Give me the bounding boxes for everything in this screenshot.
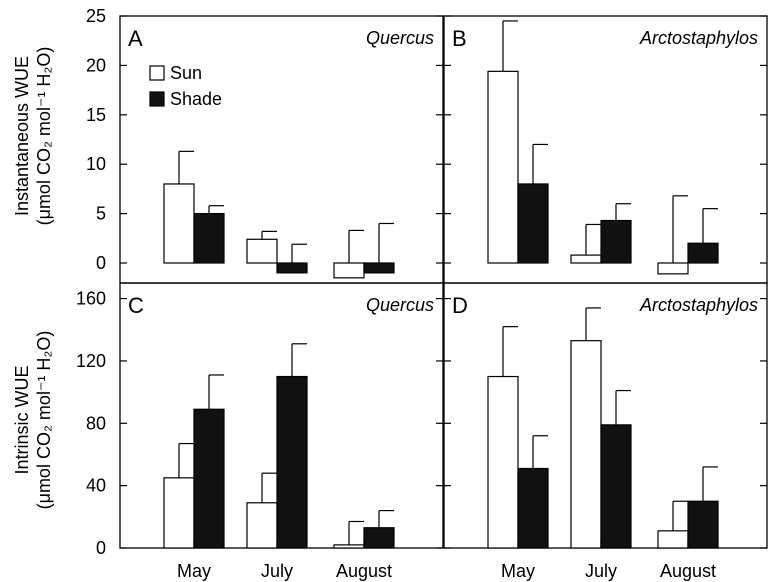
y-tick-label: 80 [86, 413, 106, 433]
legend: Sun Shade [149, 63, 222, 109]
x-tick-label: July [585, 561, 617, 581]
bar-sun-july [246, 502, 278, 549]
legend-label-sun: Sun [170, 63, 202, 83]
species-name: Arctostaphylos [639, 295, 758, 315]
legend-label-shade: Shade [170, 89, 222, 109]
y-tick-label: 0 [96, 538, 106, 558]
bar-sun-may [163, 477, 195, 549]
y-tick-label: 0 [96, 253, 106, 273]
bar-sun-may [487, 375, 519, 549]
x-tick-label: July [261, 561, 293, 581]
y-label-bottom-line2: (μmol CO₂ mol⁻¹ H₂O) [34, 331, 54, 510]
panel-letter: C [128, 293, 144, 318]
panel-letter: B [452, 26, 467, 51]
y-tick-label: 10 [86, 154, 106, 174]
bar-shade-july [276, 262, 308, 274]
bar-shade-august [363, 527, 395, 549]
bar-sun-august [657, 530, 689, 549]
bar-sun-july [570, 254, 602, 264]
y-tick-label: 160 [76, 289, 106, 309]
bar-shade-july [276, 375, 308, 549]
bar-sun-july [570, 340, 602, 549]
species-name: Quercus [366, 295, 434, 315]
panel-b: B Arctostaphylos [443, 15, 768, 284]
x-tick-label: May [501, 561, 535, 581]
y-tick-label: 40 [86, 476, 106, 496]
bar-sun-may [487, 70, 519, 264]
panel-letter: A [128, 26, 143, 51]
panel-a: 0 5 10 15 20 25 A Quercus [86, 6, 444, 284]
x-tick-label: August [660, 561, 716, 581]
legend-swatch-shade [149, 91, 165, 107]
y-label-top-line2: (μmol CO₂ mol⁻¹ H₂O) [34, 47, 54, 226]
y-axis-label-top: Instantaneous WUE (μmol CO₂ mol⁻¹ H₂O) [12, 47, 54, 226]
legend-swatch-sun [149, 65, 165, 81]
bar-shade-july [600, 424, 632, 549]
panel-letter: D [452, 293, 468, 318]
x-tick-label: August [336, 561, 392, 581]
bar-shade-may [193, 408, 225, 549]
y-tick-label: 15 [86, 105, 106, 125]
bar-shade-august [687, 242, 719, 264]
bar-shade-august [363, 262, 395, 274]
bar-sun-july [246, 238, 278, 264]
y-tick-label: 120 [76, 351, 106, 371]
species-name: Quercus [366, 28, 434, 48]
bar-shade-august [687, 500, 719, 549]
bar-sun-august [333, 544, 365, 549]
panel-d: May July August D Arctostaphylos [443, 282, 768, 581]
y-tick-label: 20 [86, 55, 106, 75]
bar-sun-august [333, 262, 365, 279]
species-name: Arctostaphylos [639, 28, 758, 48]
bar-sun-may [163, 183, 195, 264]
panel-c: 0 40 80 120 160 May July August C Quercus [76, 282, 444, 581]
y-label-top-line1: Instantaneous WUE [12, 56, 32, 216]
x-tick-label: May [177, 561, 211, 581]
bar-shade-may [193, 213, 225, 264]
bar-sun-august [657, 262, 689, 275]
bar-shade-may [517, 183, 549, 264]
y-axis-label-bottom: Intrinsic WUE (μmol CO₂ mol⁻¹ H₂O) [12, 331, 54, 510]
y-label-bottom-line1: Intrinsic WUE [12, 365, 32, 474]
bar-shade-may [517, 467, 549, 549]
y-tick-label: 5 [96, 204, 106, 224]
bar-shade-july [600, 219, 632, 264]
y-tick-label: 25 [86, 6, 106, 26]
